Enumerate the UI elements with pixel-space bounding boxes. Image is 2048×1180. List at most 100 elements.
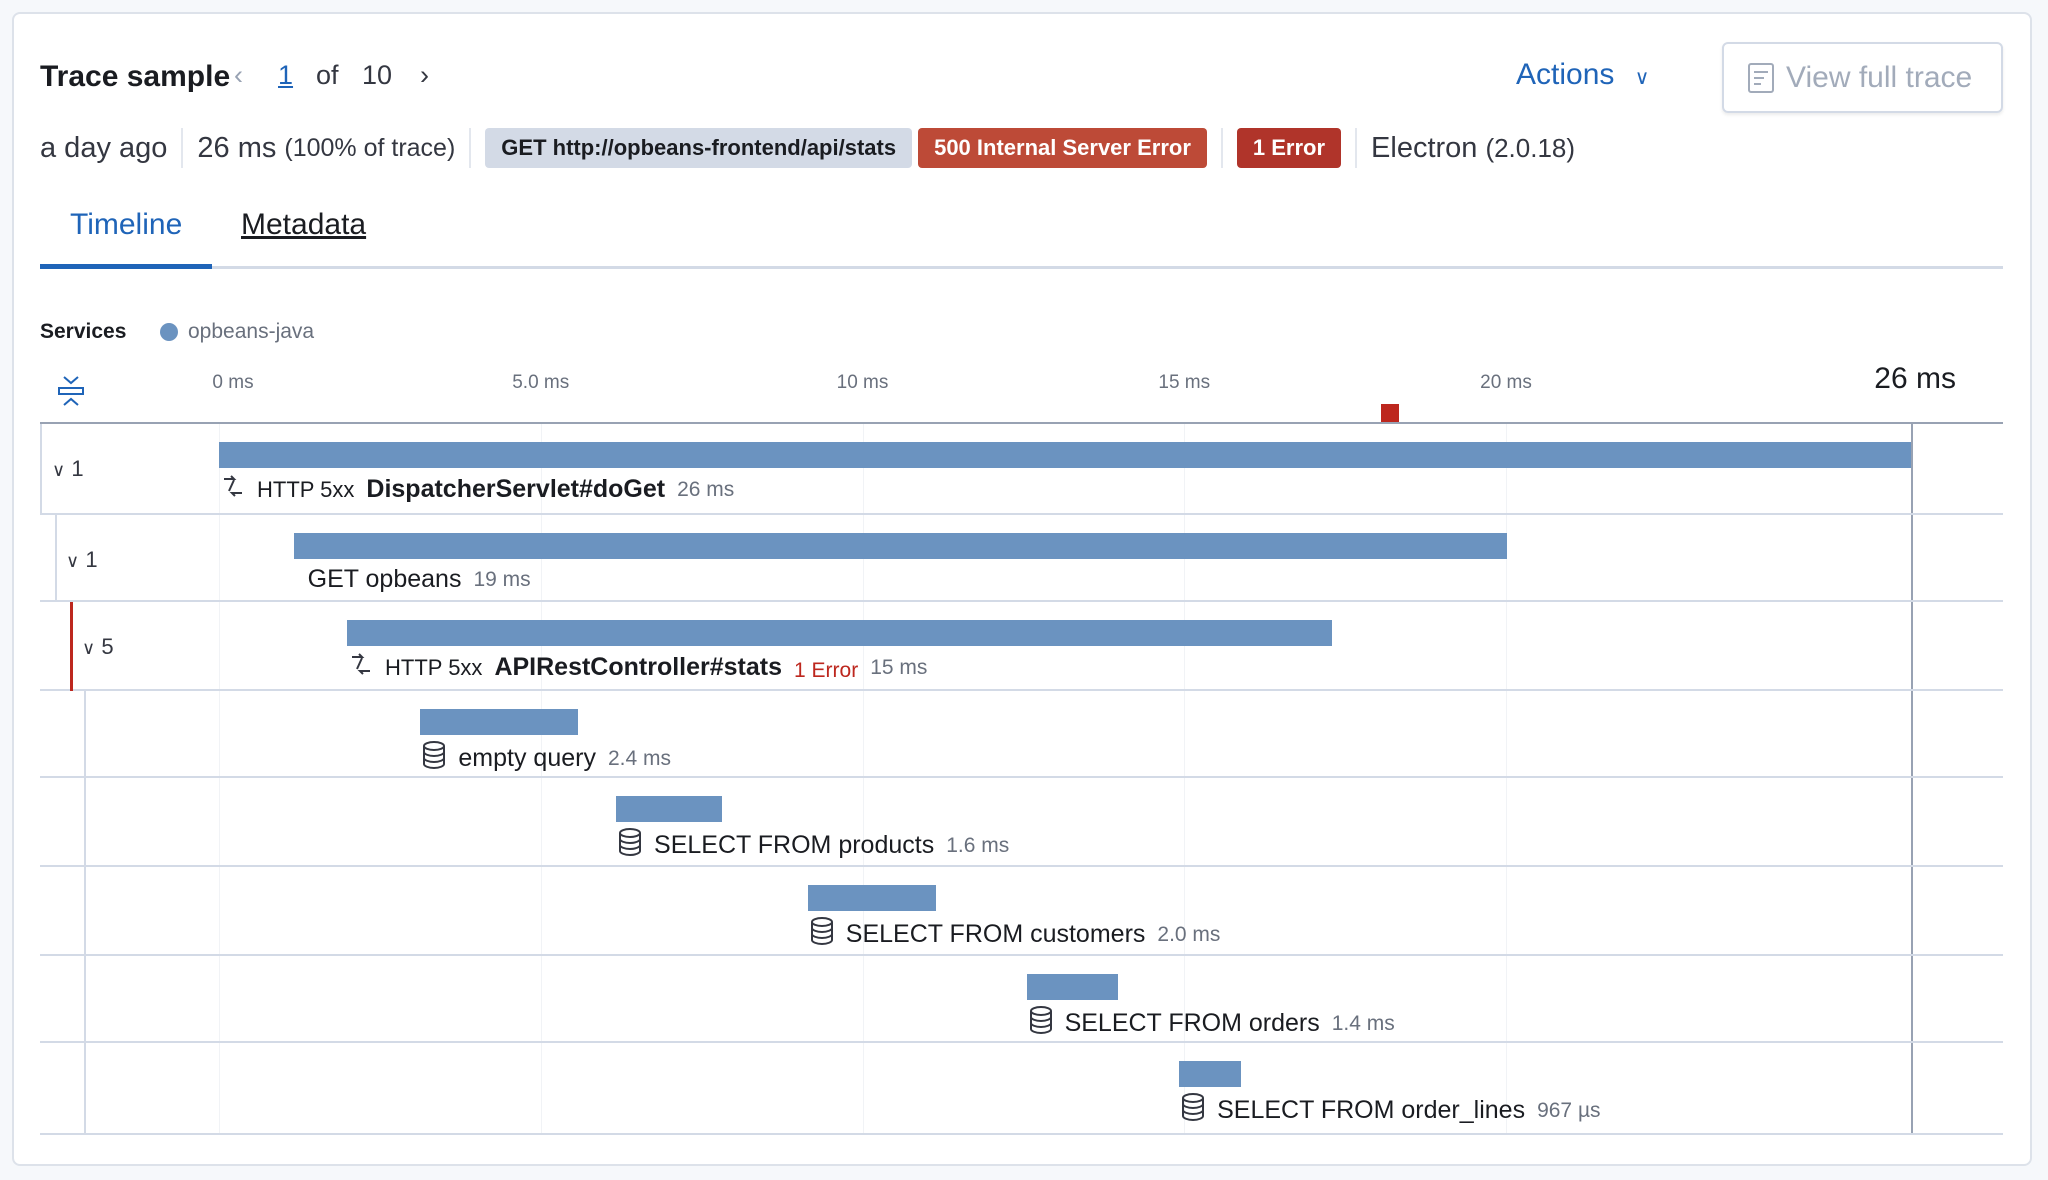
axis-tick-label: 5.0 ms (512, 372, 570, 393)
agent-name: Electron (1371, 131, 1478, 164)
timeline-row[interactable] (40, 424, 2003, 515)
page-title: Trace sample (40, 60, 231, 93)
timeline-row[interactable] (40, 1043, 2003, 1135)
tree-line (84, 691, 86, 778)
timeline-row[interactable] (40, 778, 2003, 867)
actions-button[interactable]: Actions ∨ (1516, 58, 1649, 92)
timeline-row[interactable] (40, 691, 2003, 778)
database-icon (618, 828, 642, 863)
chevron-down-icon: ∨ (1634, 67, 1650, 89)
error-badge[interactable]: 1 Error (1236, 128, 1342, 168)
view-full-trace-button[interactable]: View full trace (1722, 42, 2003, 113)
axis-tick-label: 0 ms (212, 372, 254, 393)
span-label[interactable]: HTTP 5xx APIRestController#stats 1 Error 15… (349, 652, 927, 683)
divider (1220, 128, 1223, 168)
next-page-icon[interactable]: › (420, 60, 429, 90)
chevron-down-icon: ∨ (82, 638, 96, 658)
service-legend-item: opbeans-java (160, 320, 314, 344)
chevron-down-icon: ∨ (66, 551, 80, 571)
span-duration: 2.4 ms (607, 746, 671, 770)
span-name: SELECT FROM order_lines (1217, 1096, 1526, 1124)
child-count: 1 (71, 456, 84, 481)
axis-line (40, 422, 2003, 424)
timeline-row[interactable] (40, 515, 2003, 602)
database-icon (1029, 1006, 1053, 1041)
span-duration: 967 µs (1537, 1098, 1601, 1122)
agent-version: (2.0.18) (1485, 132, 1576, 163)
span-label[interactable]: empty query 2.4 ms (422, 741, 671, 776)
tab-metadata[interactable]: Metadata (241, 208, 367, 241)
duration: 26 ms (197, 131, 277, 164)
span-label[interactable]: SELECT FROM orders 1.4 ms (1029, 1006, 1395, 1041)
url-badge: GET http://opbeans-frontend/api/stats (485, 128, 913, 168)
divider (469, 128, 472, 168)
expand-toggle[interactable]: ∨ 5 (82, 634, 114, 660)
view-full-trace-label: View full trace (1786, 60, 1973, 94)
span-label[interactable]: SELECT FROM customers 2.0 ms (810, 917, 1221, 952)
database-icon (422, 741, 446, 776)
span-name: GET opbeans (307, 565, 462, 593)
span-name: empty query (458, 744, 596, 772)
span-label[interactable]: GET opbeans 19 ms (308, 565, 531, 594)
gridline (1506, 424, 1507, 1135)
timeline-row[interactable] (40, 602, 2003, 691)
span-duration: 2.0 ms (1157, 922, 1221, 946)
prev-page-icon[interactable]: ‹ (234, 60, 243, 90)
tree-line (84, 956, 86, 1043)
span-bar[interactable] (807, 885, 936, 911)
span-name: APIRestController#stats (494, 653, 783, 681)
error-indicator-line (70, 602, 73, 691)
divider (181, 128, 184, 168)
span-duration: 26 ms (677, 477, 735, 501)
span-label[interactable]: SELECT FROM order_lines 967 µs (1181, 1093, 1601, 1128)
span-name: DispatcherServlet#doGet (366, 475, 666, 503)
service-name: opbeans-java (188, 320, 315, 343)
total-duration-label: 26 ms (1874, 362, 1956, 395)
of-label: of (316, 60, 339, 90)
span-bar[interactable] (219, 442, 1912, 468)
axis-tick-label: 20 ms (1480, 372, 1532, 393)
span-duration: 19 ms (473, 567, 531, 591)
span-duration: 1.4 ms (1331, 1011, 1395, 1035)
span-bar[interactable] (1179, 1061, 1242, 1087)
axis-tick-label: 10 ms (836, 372, 889, 393)
current-page-link[interactable]: 1 (278, 60, 294, 90)
expand-toggle[interactable]: ∨ 1 (52, 456, 84, 482)
span-type: HTTP 5xx (257, 476, 355, 502)
span-bar[interactable] (1026, 974, 1118, 1000)
tabs-divider (40, 266, 2003, 269)
service-color-dot (160, 323, 178, 341)
trace-sample-panel (12, 12, 2032, 1166)
tab-timeline[interactable]: Timeline (70, 208, 183, 241)
span-bar[interactable] (293, 533, 1507, 559)
tree-line (84, 867, 86, 956)
timeline-row[interactable] (40, 956, 2003, 1043)
span-label[interactable]: HTTP 5xx DispatcherServlet#doGet 26 ms (221, 474, 734, 505)
timeline-row[interactable] (40, 867, 2003, 956)
status-badge: 500 Internal Server Error (918, 128, 1207, 168)
http-icon (221, 474, 245, 505)
collapse-all-icon[interactable] (56, 374, 86, 413)
database-icon (1181, 1093, 1205, 1128)
divider (1355, 128, 1358, 168)
tree-line (84, 1043, 86, 1135)
tree-line (55, 515, 57, 602)
tab-selected-indicator (40, 264, 212, 269)
tree-line (84, 778, 86, 867)
error-marker[interactable] (1381, 404, 1400, 422)
span-bar[interactable] (420, 709, 579, 735)
actions-label: Actions (1516, 58, 1615, 91)
total-pages: 10 (362, 60, 393, 90)
expand-toggle[interactable]: ∨ 1 (66, 547, 98, 573)
chevron-down-icon: ∨ (52, 460, 66, 480)
span-bar[interactable] (616, 796, 722, 822)
span-bar[interactable] (347, 620, 1332, 646)
gridline (540, 424, 542, 1135)
axis-tick-label: 15 ms (1158, 372, 1211, 393)
http-icon (349, 652, 373, 683)
span-error-label[interactable]: 1 Error (794, 658, 859, 682)
child-count: 5 (101, 634, 114, 659)
span-label[interactable]: SELECT FROM products 1.6 ms (618, 828, 1009, 863)
gridline (1184, 424, 1186, 1135)
timestamp: a day ago (40, 131, 168, 164)
